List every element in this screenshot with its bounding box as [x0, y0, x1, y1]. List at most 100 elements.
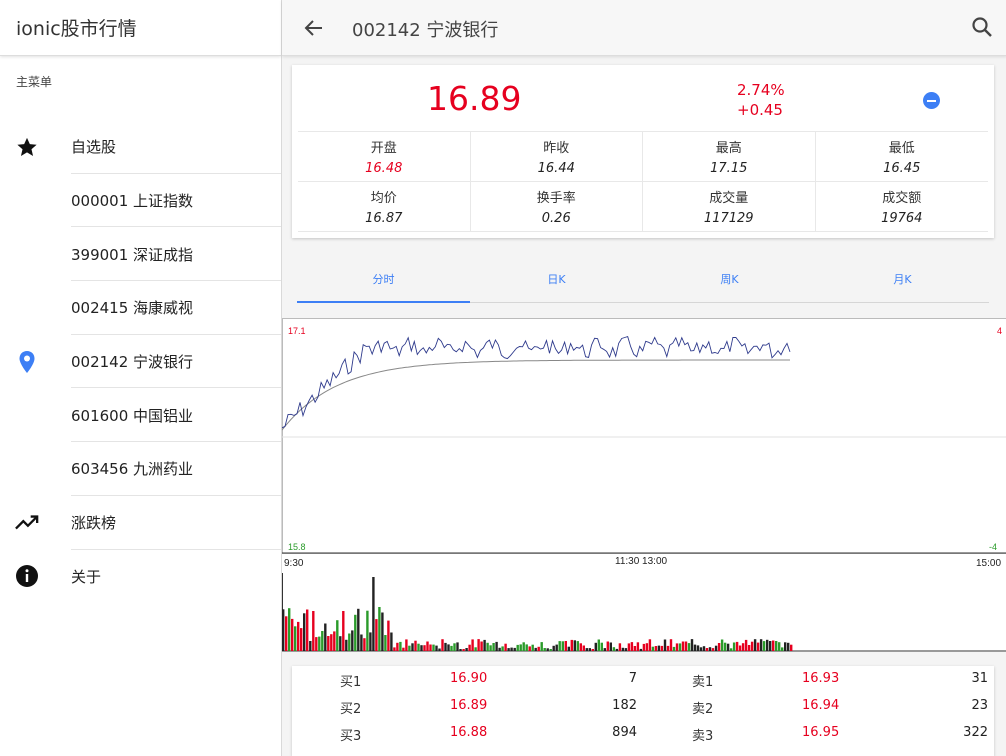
remove-watchlist-button[interactable] — [923, 92, 940, 109]
volume-bar — [663, 639, 667, 651]
tab-monthly[interactable]: 月K — [893, 272, 912, 286]
volume-bar — [384, 635, 387, 651]
volume-bar — [600, 642, 603, 651]
volume-bar — [624, 648, 628, 651]
volume-bar — [381, 612, 384, 651]
volume-bar — [393, 647, 396, 651]
menu-item-ranking[interactable]: 涨跌榜 — [0, 496, 281, 550]
sell-volume: 322 — [963, 725, 988, 740]
stat-value: 117129 — [703, 211, 754, 226]
menu-item-label: 603456 九洲药业 — [71, 460, 194, 479]
stat-cell: 最高 17.15 — [643, 132, 816, 182]
volume-bar — [435, 645, 438, 651]
volume-bar — [480, 641, 483, 651]
volume-bar — [612, 647, 616, 651]
tab-daily[interactable]: 日K — [547, 272, 566, 286]
order-book-row: 买2 16.89 182 卖2 16.94 23 — [292, 693, 994, 720]
stat-label: 换手率 — [536, 191, 576, 206]
buy-price: 16.90 — [450, 671, 488, 686]
volume-bar — [315, 637, 318, 651]
volume-bar — [711, 648, 715, 651]
stat-cell: 成交额 19764 — [815, 182, 988, 232]
menu-item-stock[interactable]: 000001 上证指数 — [0, 174, 281, 228]
volume-bar — [787, 642, 790, 651]
menu-item-stock[interactable]: 603456 九洲药业 — [0, 442, 281, 496]
volume-bar — [720, 639, 724, 651]
volume-bar — [330, 634, 333, 651]
divider — [71, 172, 281, 174]
volume-bar — [465, 648, 468, 651]
volume-bar — [558, 641, 561, 651]
volume-bar — [738, 645, 742, 651]
volume-bar — [766, 639, 769, 651]
stat-value: 16.45 — [883, 161, 921, 176]
volume-bar — [414, 640, 417, 651]
volume-bar — [318, 636, 321, 651]
volume-bar — [784, 642, 787, 651]
order-book: 买1 16.90 7 卖1 16.93 31 买2 16.89 182 卖2 16.94 23 买3 16… — [292, 666, 994, 756]
volume-bar — [462, 649, 465, 651]
volume-bar — [753, 639, 757, 651]
volume-bar — [747, 645, 751, 651]
star-icon — [15, 135, 39, 159]
sell-level-label: 卖1 — [692, 675, 714, 690]
volume-bar — [741, 643, 745, 651]
menu-item-watchlist[interactable]: 自选股 — [0, 120, 281, 174]
menu-item-stock[interactable]: 399001 深证成指 — [0, 227, 281, 282]
stat-label: 开盘 — [370, 141, 397, 156]
volume-bar — [564, 641, 567, 651]
stat-label: 昨收 — [543, 141, 570, 156]
volume-bar — [630, 642, 634, 651]
stat-cell: 开盘 16.48 — [298, 132, 471, 182]
volume-bar — [483, 639, 486, 651]
volume-bar — [645, 643, 649, 651]
volume-bar — [660, 645, 664, 651]
divider — [71, 494, 281, 496]
menu-item-label: 000001 上证指数 — [71, 192, 194, 211]
volume-bar — [516, 644, 519, 651]
volume-bar — [432, 644, 435, 651]
menu-item-label: 002415 海康威视 — [71, 299, 194, 318]
change-amount: +0.45 — [737, 101, 783, 119]
app-title: ionic股市行情 — [0, 0, 281, 56]
volume-bar — [609, 642, 612, 651]
menu-item-stock[interactable]: 601600 中国铝业 — [0, 388, 281, 443]
buy-level-label: 买3 — [340, 729, 362, 744]
info-icon — [15, 564, 39, 588]
volume-bar — [567, 646, 570, 651]
tab-intraday[interactable]: 分时 — [297, 255, 470, 303]
buy-volume: 7 — [628, 671, 637, 686]
volume-bar — [354, 614, 357, 651]
volume-bar — [552, 645, 555, 651]
volume-bar — [339, 636, 342, 651]
back-arrow-icon[interactable] — [302, 16, 326, 40]
volume-bar — [744, 639, 748, 651]
volume-bar — [324, 623, 327, 651]
volume-bar — [678, 643, 682, 651]
volume-bar — [708, 647, 712, 651]
volume-bar — [423, 645, 426, 651]
divider — [71, 333, 281, 335]
volume-bar — [684, 641, 688, 651]
volume-bar — [615, 648, 619, 651]
page-title: 002142 宁波银行 — [352, 20, 499, 41]
tab-weekly[interactable]: 周K — [720, 272, 739, 286]
menu-item-stock[interactable]: 002415 海康威视 — [0, 281, 281, 335]
chart-tabs: 分时 日K 周K 月K — [297, 255, 989, 303]
volume-bar — [327, 636, 330, 651]
menu-item-label: 关于 — [71, 567, 102, 586]
time-label: 9:30 — [284, 558, 304, 569]
stat-label: 均价 — [370, 191, 397, 206]
volume-bar — [408, 645, 411, 651]
volume-bar — [417, 643, 420, 651]
volume-bar — [750, 641, 754, 651]
menu-item-about[interactable]: 关于 — [0, 550, 281, 604]
menu-item-stock-current[interactable]: 002142 宁波银行 — [0, 335, 281, 389]
volume-bar — [570, 639, 573, 651]
volume-bar — [687, 643, 691, 651]
search-icon[interactable] — [971, 16, 993, 38]
volume-bar — [778, 642, 781, 651]
stat-value: 17.15 — [710, 161, 748, 176]
volume-bar — [594, 642, 597, 651]
buy-volume: 894 — [612, 725, 637, 740]
